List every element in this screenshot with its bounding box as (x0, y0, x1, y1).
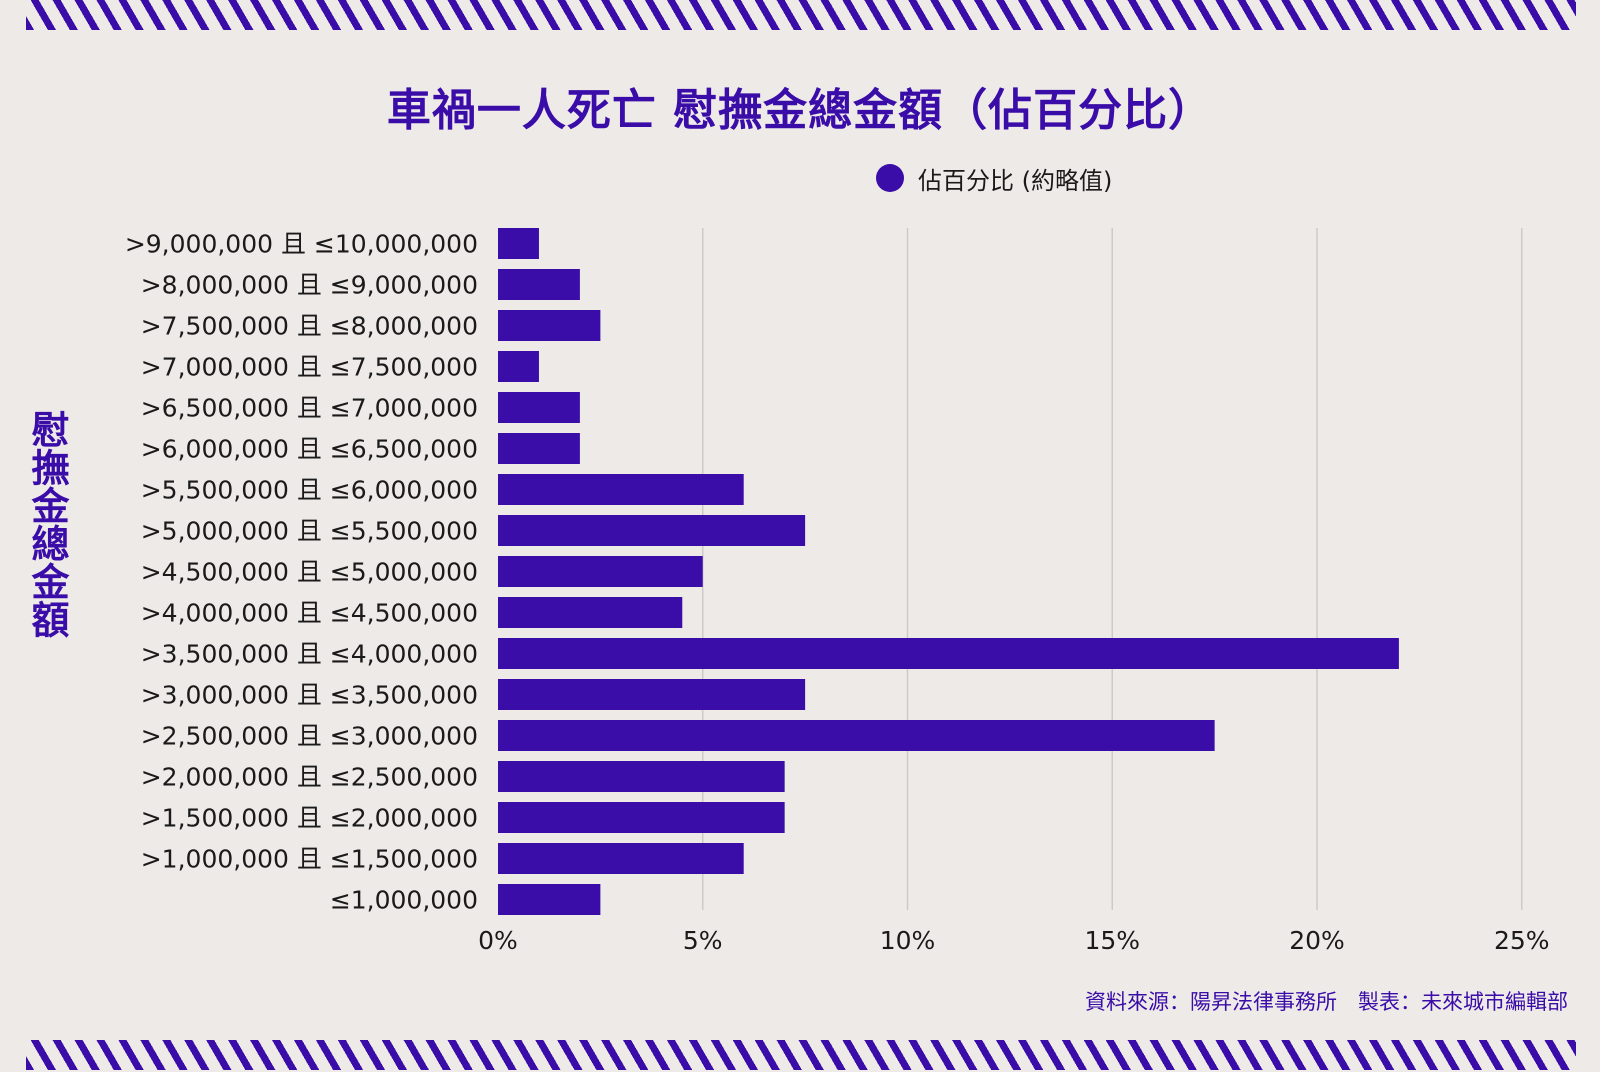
x-tick-label: 5% (683, 926, 723, 955)
bar (498, 802, 785, 833)
x-tick-label: 10% (880, 926, 936, 955)
category-label: >8,000,000 且 ≤9,000,000 (141, 271, 478, 300)
category-label: >2,000,000 且 ≤2,500,000 (141, 763, 478, 792)
category-label: >4,000,000 且 ≤4,500,000 (141, 599, 478, 628)
bar (498, 679, 806, 710)
category-label: ≤1,000,000 (330, 886, 478, 915)
category-label: >7,500,000 且 ≤8,000,000 (141, 312, 478, 341)
category-label: >1,000,000 且 ≤1,500,000 (141, 845, 478, 874)
category-label: >1,500,000 且 ≤2,000,000 (141, 804, 478, 833)
category-label: >9,000,000 且 ≤10,000,000 (125, 230, 478, 259)
y-axis-label: 慰撫金總金額 (25, 410, 69, 638)
bar (498, 843, 744, 874)
category-label: >2,500,000 且 ≤3,000,000 (141, 722, 478, 751)
bars (498, 228, 1399, 915)
category-label: >4,500,000 且 ≤5,000,000 (141, 558, 478, 587)
x-tick-label: 20% (1289, 926, 1345, 955)
bar (498, 720, 1215, 751)
bar (498, 351, 539, 382)
x-tick-label: 0% (478, 926, 518, 955)
category-label: >5,500,000 且 ≤6,000,000 (141, 476, 478, 505)
x-tick-labels: 0% 5% 10% 15% 20% 25% (478, 926, 1549, 955)
category-label: >3,500,000 且 ≤4,000,000 (141, 640, 478, 669)
legend-label: 佔百分比 (約略值) (918, 166, 1113, 195)
bar (498, 515, 806, 546)
legend-marker (876, 164, 904, 192)
source-note: 資料來源：陽昇法律事務所 製表：未來城市編輯部 (1085, 990, 1568, 1014)
bar (498, 638, 1399, 669)
grid-lines (702, 228, 1523, 910)
category-label: >6,500,000 且 ≤7,000,000 (141, 394, 478, 423)
bottom-stripe-border (26, 1040, 1576, 1070)
bar (498, 269, 580, 300)
bar (498, 228, 539, 259)
bar (498, 761, 785, 792)
bar (498, 474, 744, 505)
category-label: >5,000,000 且 ≤5,500,000 (141, 517, 478, 546)
bar (498, 556, 703, 587)
top-stripe-border (26, 0, 1576, 30)
x-tick-label: 25% (1494, 926, 1550, 955)
category-labels: >9,000,000 且 ≤10,000,000 >8,000,000 且 ≤9,… (125, 230, 478, 915)
category-label: >3,000,000 且 ≤3,500,000 (141, 681, 478, 710)
bar (498, 392, 580, 423)
bar (498, 310, 601, 341)
bar (498, 433, 580, 464)
bar (498, 884, 601, 915)
legend: 佔百分比 (約略值) (876, 160, 1112, 196)
chart-title: 車禍一人死亡 慰撫金總金額（佔百分比） (386, 85, 1214, 136)
bar (498, 597, 683, 628)
category-label: >6,000,000 且 ≤6,500,000 (141, 435, 478, 464)
category-label: >7,000,000 且 ≤7,500,000 (141, 353, 478, 382)
x-tick-label: 15% (1084, 926, 1140, 955)
